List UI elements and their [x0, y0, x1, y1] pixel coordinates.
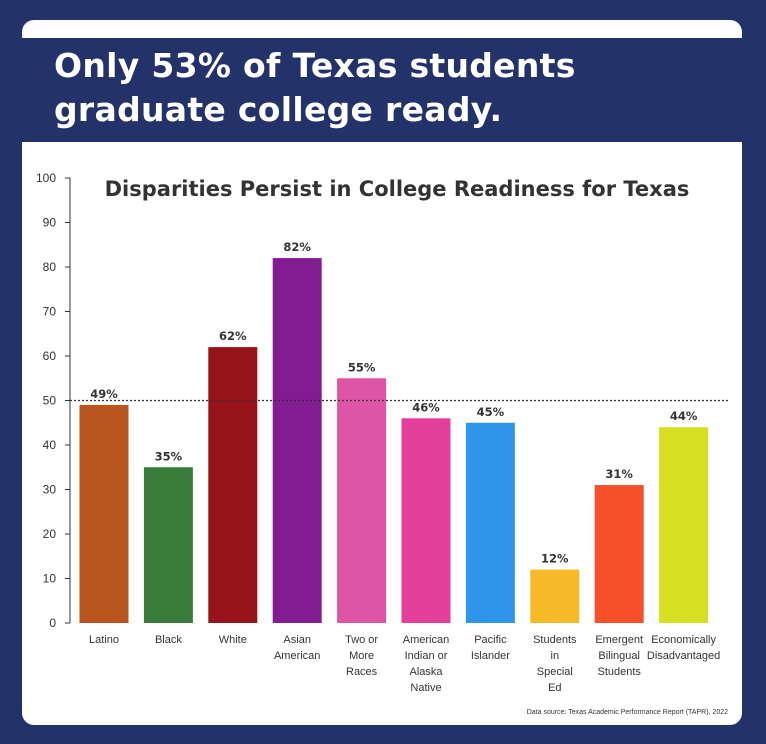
bar	[143, 467, 193, 623]
x-tick-label-line: Emergent	[595, 634, 643, 646]
y-tick-label: 60	[43, 349, 57, 363]
y-tick-label: 50	[43, 394, 57, 408]
y-tick-label: 20	[43, 527, 57, 541]
headline: Only 53% of Texas students graduate coll…	[54, 46, 576, 129]
data-label: 49%	[90, 387, 118, 401]
bar	[401, 418, 451, 623]
x-tick-label-line: Indian or	[405, 650, 448, 662]
y-tick-label: 0	[49, 616, 56, 630]
x-tick-label-line: Disadvantaged	[647, 650, 720, 662]
data-source-note: Data source: Texas Academic Performance …	[527, 709, 728, 716]
x-tick-label-line: American	[274, 650, 320, 662]
x-tick-label: Pacific Islander	[471, 634, 510, 662]
y-tick-label: 80	[43, 260, 57, 274]
y-tick-label: 90	[43, 216, 57, 230]
x-tick-label-line: Economically	[651, 634, 716, 646]
data-label: 44%	[670, 409, 698, 423]
x-tick-label-line: Bilingual	[598, 650, 640, 662]
bar	[530, 569, 580, 623]
data-label: 62%	[219, 329, 247, 343]
x-tick-label-line: Students	[533, 634, 577, 646]
y-tick-label: 40	[43, 438, 57, 452]
x-tick-label: Two or More Races	[345, 634, 378, 678]
x-tick-label-line: Asian	[283, 634, 311, 646]
bar	[659, 427, 709, 623]
x-tick-label: White	[219, 634, 247, 646]
x-tick-label-line: Native	[410, 682, 441, 694]
x-tick-label-line: White	[219, 634, 247, 646]
bar	[272, 258, 322, 623]
x-tick-label-line: Two or	[345, 634, 378, 646]
bar	[337, 378, 387, 623]
y-tick-label: 100	[36, 171, 56, 185]
x-tick-label-line: in	[551, 650, 560, 662]
x-tick-label: Black	[155, 634, 182, 646]
x-tick-label-line: American	[403, 634, 449, 646]
x-tick-label: Asian American	[274, 634, 320, 662]
x-tick-label: Students in Special Ed	[533, 634, 577, 694]
data-label: 12%	[541, 552, 569, 566]
bar	[79, 404, 129, 623]
x-tick-label-line: Islander	[471, 650, 510, 662]
x-tick-label-line: More	[349, 650, 374, 662]
data-label: 55%	[348, 360, 376, 374]
x-tick-label: Emergent Bilingual Students	[595, 634, 643, 678]
x-tick-label: Economically Disadvantaged	[647, 634, 720, 662]
x-tick-label-line: Pacific	[474, 634, 507, 646]
x-tick-label-line: Races	[346, 666, 378, 678]
chart-title: Disparities Persist in College Readiness…	[105, 177, 690, 201]
x-tick-label-line: Special	[537, 666, 573, 678]
x-tick-label: Latino	[89, 634, 119, 646]
bar	[208, 347, 258, 623]
data-label: 35%	[155, 449, 183, 463]
x-tick-label-line: Latino	[89, 634, 119, 646]
y-tick-label: 10	[43, 572, 57, 586]
y-tick-label: 70	[43, 305, 57, 319]
data-label: 45%	[477, 405, 505, 419]
x-tick-label-line: Black	[155, 634, 182, 646]
headline-banner	[22, 38, 742, 142]
y-tick-label: 30	[43, 483, 57, 497]
bar	[465, 422, 515, 623]
data-label: 82%	[283, 240, 311, 254]
data-label: 46%	[412, 400, 440, 414]
data-label: 31%	[605, 467, 633, 481]
x-tick-label: American Indian or Alaska Native	[403, 634, 449, 694]
bar	[594, 485, 644, 623]
x-tick-label-line: Ed	[548, 682, 561, 694]
x-tick-label-line: Students	[597, 666, 641, 678]
x-tick-label-line: Alaska	[409, 666, 443, 678]
